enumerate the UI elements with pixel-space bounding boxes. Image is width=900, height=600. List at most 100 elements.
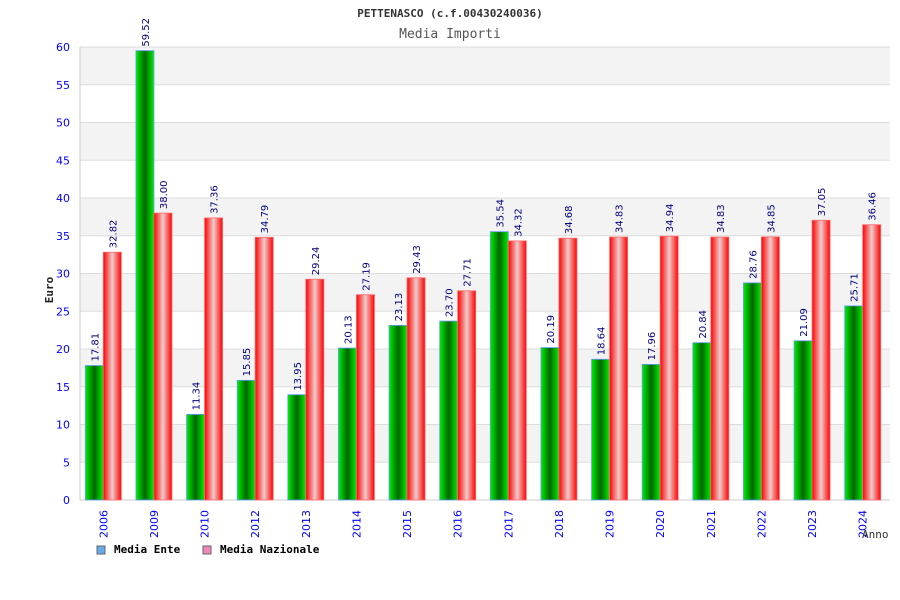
data-label: 38.00 [159,180,170,209]
data-label: 21.09 [799,308,810,337]
data-label: 34.79 [260,205,271,234]
legend-swatch-media-ente [96,545,106,555]
bar-media-ente-2020 [641,364,661,501]
y-axis-label: Euro [43,276,56,303]
data-label: 34.94 [665,204,676,233]
bar-media-ente-2010 [186,413,205,501]
bar-media-nazionale-2017 [507,240,527,501]
data-label: 32.82 [108,220,119,249]
bar-media-nazionale-2006 [102,251,122,501]
bar-media-nazionale-2020 [659,235,679,501]
data-label: 11.34 [192,382,203,411]
data-label: 34.85 [766,204,777,233]
chart-title: PETTENASCO (c.f.00430240036) [357,7,542,20]
bar-media-ente-2012 [236,379,256,501]
x-tick-label: 2012 [249,510,262,538]
data-label: 34.32 [513,208,524,237]
data-label: 29.24 [311,247,322,276]
bar-media-ente-2014 [338,347,357,501]
grid-band [80,122,890,161]
x-tick-label: 2006 [97,510,110,538]
bar-media-nazionale-2023 [811,219,831,501]
data-label: 23.13 [394,293,405,322]
x-tick-label: 2023 [806,510,819,538]
data-label: 27.19 [361,262,372,291]
y-tick-label: 30 [56,268,70,281]
bar-media-ente-2018 [540,347,560,501]
bar-media-ente-2013 [287,394,307,501]
legend-label-media-ente: Media Ente [114,543,181,556]
data-label: 20.19 [546,315,557,344]
y-tick-label: 15 [56,381,70,394]
bar-media-nazionale-2018 [558,237,578,501]
y-tick-label: 45 [56,154,70,167]
data-label: 15.85 [242,348,253,377]
grid-band [80,47,890,85]
data-label: 17.81 [90,333,101,362]
x-tick-label: 2009 [148,510,161,538]
y-tick-label: 20 [56,343,70,356]
bar-media-ente-2022 [743,282,762,501]
data-label: 20.13 [343,315,354,344]
data-label: 34.83 [716,204,727,233]
x-tick-label: 2018 [553,510,566,538]
bar-media-nazionale-2014 [356,294,375,501]
bar-media-ente-2009 [135,50,155,501]
data-label: 27.71 [463,258,474,287]
bar-media-nazionale-2019 [609,236,628,501]
y-tick-label: 50 [56,117,70,130]
bar-media-ente-2016 [439,320,459,501]
x-tick-label: 2022 [755,510,768,538]
bar-media-ente-2023 [793,340,813,501]
x-tick-label: 2021 [705,510,718,538]
data-label: 28.76 [748,250,759,279]
y-tick-label: 0 [63,494,70,507]
y-tick-label: 5 [63,456,70,469]
x-tick-label: 2024 [857,510,870,538]
legend-swatch-media-nazionale [202,545,212,555]
x-axis-label: Anno [862,528,889,541]
bar-media-nazionale-2015 [406,277,426,501]
data-label: 37.05 [817,188,828,217]
bar-media-ente-2017 [489,231,509,501]
x-tick-label: 2020 [654,510,667,538]
bar-media-ente-2006 [84,365,104,501]
chart-subtitle: Media Importi [399,27,501,42]
x-tick-label: 2015 [401,510,414,538]
data-label: 35.54 [495,199,506,228]
x-tick-label: 2010 [199,510,212,538]
bar-media-ente-2024 [844,305,864,501]
data-label: 13.95 [293,362,304,391]
y-tick-label: 55 [56,79,70,92]
data-label: 23.70 [445,288,456,317]
bar-media-nazionale-2021 [710,236,730,501]
bar-media-nazionale-2012 [254,236,274,501]
bar-media-nazionale-2013 [305,278,325,501]
x-tick-label: 2019 [604,510,617,538]
y-tick-label: 10 [56,419,70,432]
y-tick-label: 35 [56,230,70,243]
x-tick-label: 2017 [502,510,515,538]
bar-media-nazionale-2009 [153,212,173,501]
bar-media-nazionale-2024 [862,224,882,501]
x-tick-label: 2013 [300,510,313,538]
data-label: 34.68 [564,206,575,235]
y-tick-label: 25 [56,305,70,318]
data-label: 37.36 [210,185,221,214]
legend: Media Ente Media Nazionale [96,543,320,556]
bar-media-nazionale-2010 [204,217,223,501]
x-tick-label: 2016 [452,510,465,538]
bar-media-nazionale-2016 [457,290,477,501]
y-tick-label: 60 [56,41,70,54]
data-label: 20.84 [698,310,709,339]
data-label: 29.43 [412,245,423,274]
legend-label-media-nazionale: Media Nazionale [220,543,320,556]
bar-media-ente-2019 [591,358,610,501]
data-label: 36.46 [868,192,879,221]
x-tick-label: 2014 [350,510,363,538]
data-label: 18.64 [597,327,608,356]
bar-media-ente-2015 [388,324,408,501]
data-label: 34.83 [615,204,626,233]
data-label: 17.96 [647,332,658,361]
